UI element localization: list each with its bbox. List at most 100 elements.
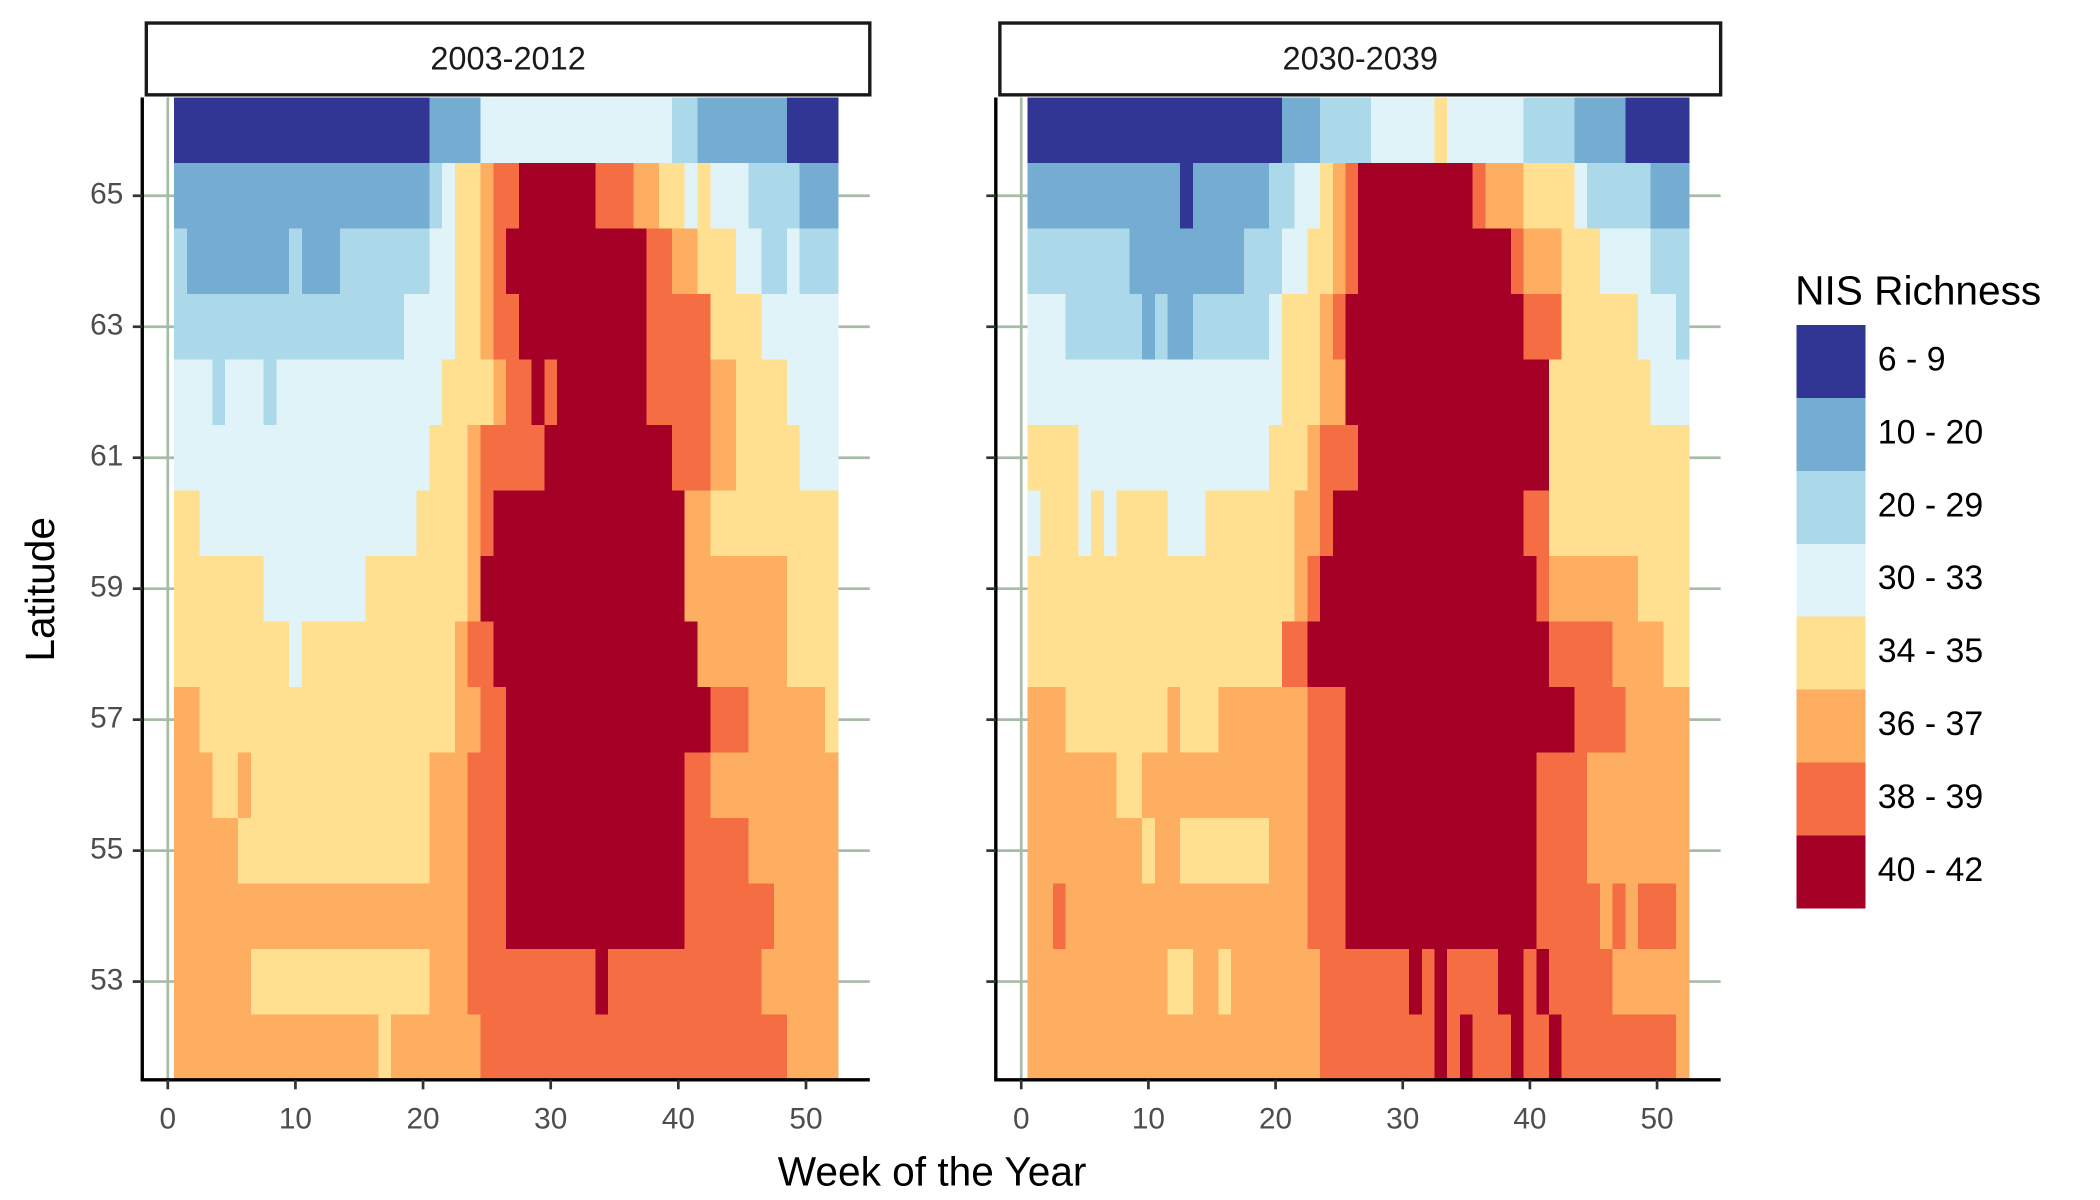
tile	[1498, 490, 1512, 557]
tile	[1078, 555, 1092, 622]
x-tick-label: 0	[1013, 1102, 1030, 1135]
tile	[1561, 424, 1575, 491]
tile	[1040, 686, 1054, 753]
tile	[1243, 294, 1258, 361]
tile	[531, 948, 545, 1015]
tile	[1231, 424, 1245, 491]
tile	[327, 228, 341, 295]
tile	[608, 752, 622, 819]
tile	[646, 97, 660, 164]
tile	[352, 228, 367, 295]
tile	[633, 817, 647, 884]
tile	[493, 883, 507, 950]
tile	[480, 490, 494, 557]
tile	[493, 490, 507, 557]
tile	[1396, 359, 1410, 426]
tile	[531, 1014, 545, 1081]
tile	[480, 1014, 494, 1081]
tile	[378, 1014, 392, 1081]
tile	[1599, 752, 1614, 819]
tile	[1383, 359, 1397, 426]
tile	[723, 883, 737, 950]
tile	[1459, 555, 1474, 622]
tile	[1065, 883, 1080, 950]
tile	[1459, 228, 1474, 295]
tile	[1548, 228, 1563, 295]
tile	[735, 752, 750, 819]
tile	[340, 948, 354, 1015]
x-tick-label: 20	[1259, 1102, 1292, 1135]
tile	[595, 163, 609, 230]
tile	[1103, 97, 1118, 164]
tile	[1637, 424, 1652, 491]
tile	[659, 490, 673, 557]
tile	[1574, 752, 1588, 819]
tile	[1269, 490, 1283, 557]
tile	[1421, 752, 1436, 819]
tile	[1358, 294, 1372, 361]
tile	[1167, 555, 1181, 622]
tile	[1536, 555, 1550, 622]
tile	[403, 686, 418, 753]
tile	[1142, 1014, 1156, 1081]
tile	[1523, 1014, 1537, 1081]
tile	[1459, 424, 1474, 491]
tile	[1040, 948, 1054, 1015]
tile	[735, 294, 750, 361]
tile	[671, 424, 686, 491]
tile	[1650, 817, 1664, 884]
legend-swatch	[1796, 543, 1866, 618]
tile	[403, 883, 418, 950]
tile	[748, 1014, 762, 1081]
tile	[416, 948, 430, 1015]
tile	[378, 621, 392, 688]
tile	[1192, 294, 1207, 361]
tile	[646, 817, 660, 884]
tile	[620, 294, 635, 361]
tile	[1447, 163, 1461, 230]
tile	[569, 490, 584, 557]
tile	[225, 883, 239, 950]
tile	[723, 490, 737, 557]
tile	[1587, 555, 1601, 622]
tile	[1053, 97, 1067, 164]
tile	[199, 948, 214, 1015]
tile	[1218, 555, 1232, 622]
tile	[1116, 621, 1130, 688]
tile	[1243, 883, 1258, 950]
tile	[1294, 555, 1308, 622]
tile	[186, 621, 201, 688]
tile	[633, 1014, 647, 1081]
tile	[723, 228, 737, 295]
tile	[289, 686, 303, 753]
tile	[1676, 228, 1690, 295]
tile	[289, 883, 303, 950]
tile	[646, 228, 660, 295]
tile	[1370, 294, 1385, 361]
tile	[442, 555, 456, 622]
tile	[569, 752, 584, 819]
tile	[812, 1014, 826, 1081]
tile	[1358, 424, 1372, 491]
tile	[1383, 621, 1397, 688]
tile	[1663, 97, 1677, 164]
tile	[1294, 97, 1308, 164]
tile	[250, 686, 265, 753]
tile	[1421, 163, 1436, 230]
tile	[1256, 359, 1270, 426]
y-tick-label: 55	[90, 832, 123, 865]
tile	[582, 1014, 596, 1081]
tile	[1154, 359, 1169, 426]
tile	[340, 294, 354, 361]
tile	[352, 686, 367, 753]
tile	[633, 883, 647, 950]
tile	[710, 555, 724, 622]
tile	[391, 228, 405, 295]
tile	[186, 424, 201, 491]
tile	[544, 883, 558, 950]
tile	[1040, 359, 1054, 426]
tile	[1396, 163, 1410, 230]
tile	[340, 359, 354, 426]
tile	[1358, 1014, 1372, 1081]
tile	[1663, 883, 1677, 950]
